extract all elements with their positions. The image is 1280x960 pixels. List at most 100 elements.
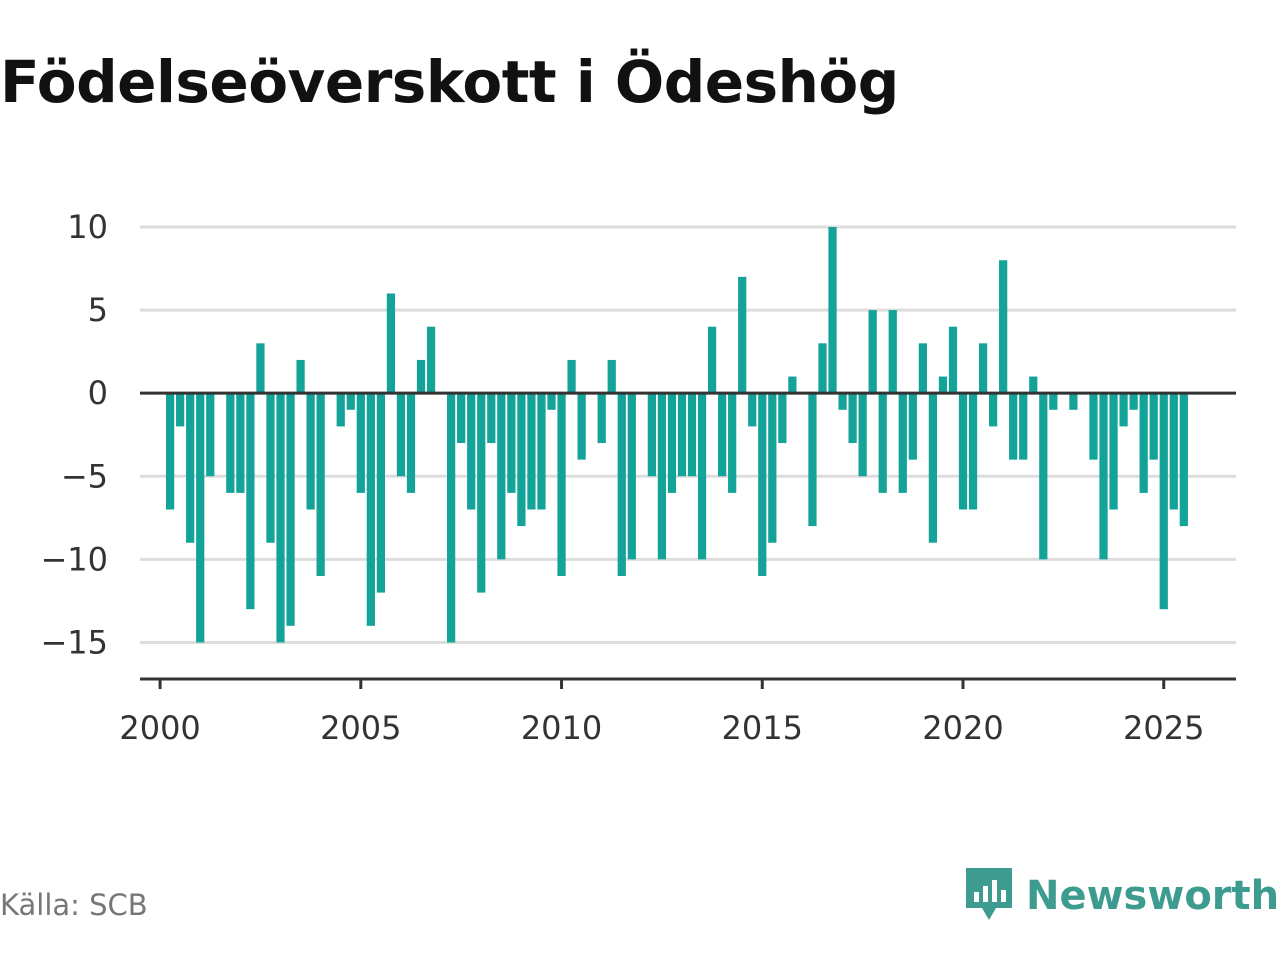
bar <box>778 393 787 444</box>
bar <box>256 343 265 394</box>
bar <box>898 393 907 493</box>
bar <box>1069 393 1078 410</box>
bar <box>497 393 506 560</box>
bar <box>667 393 677 493</box>
x-tick-label: 2020 <box>922 709 1003 747</box>
bar <box>687 393 697 477</box>
bar <box>517 393 526 527</box>
bar <box>316 393 325 576</box>
bar <box>1019 393 1028 460</box>
bar <box>718 393 727 477</box>
bar <box>918 343 927 394</box>
bar <box>808 393 817 527</box>
bar <box>607 359 616 394</box>
bar <box>416 359 426 394</box>
bar <box>888 310 897 394</box>
bar <box>758 393 767 576</box>
bar <box>928 393 938 543</box>
bar <box>186 393 195 543</box>
bar <box>677 393 687 477</box>
bar <box>838 393 847 410</box>
bar <box>487 393 496 444</box>
bar <box>647 393 656 477</box>
brand-logo: Newsworthy <box>962 864 1280 928</box>
bar <box>577 393 586 460</box>
y-tick-label: 0 <box>88 374 108 412</box>
bar <box>1029 376 1038 394</box>
x-tick-label: 2000 <box>119 709 200 747</box>
bar <box>226 393 235 493</box>
bar <box>868 310 877 394</box>
bar <box>828 227 837 394</box>
bar <box>296 359 305 394</box>
bar <box>1149 393 1158 460</box>
y-tick-label: −10 <box>40 540 108 578</box>
bar <box>788 376 797 394</box>
bar <box>1179 393 1188 527</box>
bar <box>1159 393 1168 610</box>
bar <box>858 393 867 477</box>
y-tick-label: −15 <box>40 623 108 661</box>
bar <box>707 326 717 394</box>
bar <box>426 326 436 394</box>
bar <box>306 393 315 510</box>
bar <box>246 393 255 610</box>
bar <box>477 393 486 593</box>
bar <box>1169 393 1178 510</box>
bar <box>1139 393 1148 493</box>
bar <box>537 393 546 510</box>
tick-labels: 10 5 0 −5 −10 −15 2000 2005 2010 2015 2020 2025 <box>40 208 1204 747</box>
bar <box>1129 393 1138 410</box>
y-tick-label: 10 <box>67 208 108 246</box>
bar <box>547 393 556 410</box>
x-tick-label: 2025 <box>1123 709 1204 747</box>
x-tick-label: 2005 <box>320 709 401 747</box>
x-tick-label: 2010 <box>521 709 602 747</box>
bar <box>878 393 887 493</box>
y-tick-label: −5 <box>61 457 108 495</box>
bar <box>988 393 998 427</box>
bar <box>1099 393 1108 560</box>
source-note: Källa: SCB <box>0 888 148 922</box>
bar <box>908 393 917 460</box>
bar <box>697 393 707 560</box>
bar <box>346 393 355 410</box>
bar <box>597 393 606 444</box>
bar <box>1119 393 1128 427</box>
bar <box>176 393 185 427</box>
bar <box>968 393 978 510</box>
bar <box>958 393 968 510</box>
bar <box>938 376 948 394</box>
chart-title: Födelseöverskott i Ödeshög <box>0 48 899 116</box>
bar <box>948 326 958 394</box>
bar <box>657 393 667 560</box>
brand-name: Newsworthy <box>1026 873 1280 919</box>
bar <box>627 393 636 560</box>
bar <box>999 260 1008 394</box>
bar <box>557 393 566 576</box>
bar <box>336 393 345 427</box>
bar <box>567 359 576 394</box>
bar <box>1049 393 1058 410</box>
bar <box>978 343 988 394</box>
bar <box>376 393 385 593</box>
bar <box>728 393 737 493</box>
bar <box>396 393 406 477</box>
bar <box>527 393 536 510</box>
bar <box>848 393 857 444</box>
bar <box>738 276 747 394</box>
bar <box>748 393 757 427</box>
bar <box>1109 393 1118 510</box>
bar <box>266 393 275 543</box>
bar <box>617 393 626 576</box>
bar <box>196 393 205 643</box>
bar <box>165 393 175 510</box>
bar <box>1039 393 1048 560</box>
bar <box>768 393 777 543</box>
bar <box>1089 393 1098 460</box>
bar <box>206 393 215 477</box>
bar <box>1009 393 1018 460</box>
axes <box>140 391 1236 689</box>
newsworthy-logo-icon <box>962 864 1016 928</box>
